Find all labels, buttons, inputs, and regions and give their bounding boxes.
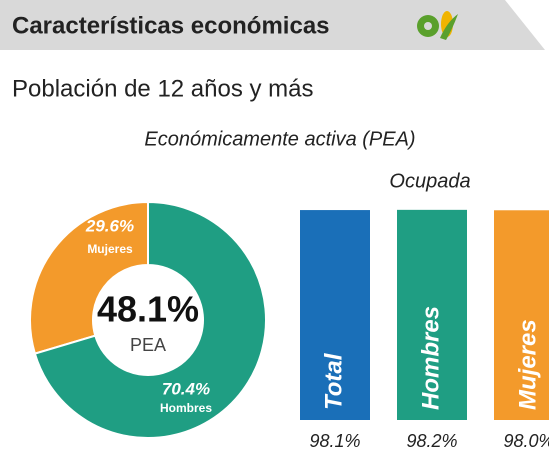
center-text: 48.1%: [97, 289, 199, 330]
bar-category-label: Hombres: [417, 306, 444, 410]
bar-title: Ocupada: [389, 170, 470, 192]
bar-value-label: 98.1%: [309, 431, 360, 450]
bar-category-label: Mujeres: [514, 319, 541, 410]
slice-value-label: 70.4%: [162, 379, 210, 398]
subtitle: Población de 12 años y más: [12, 75, 314, 102]
center-caption: PEA: [130, 335, 166, 355]
slice-category-label: Hombres: [160, 401, 212, 415]
slice-value-label: 29.6%: [85, 216, 134, 235]
pie-center: [93, 265, 203, 375]
header-title: Características económicas: [12, 12, 330, 39]
bar: [494, 210, 549, 420]
bar: [300, 210, 370, 420]
bar-value-label: 98.2%: [406, 431, 457, 450]
pie-title: Económicamente activa (PEA): [144, 128, 415, 150]
bar-value-label: 98.0%: [503, 431, 549, 450]
slice-category-label: Mujeres: [87, 242, 133, 256]
header-band: [0, 0, 545, 50]
bar-category-label: Total: [320, 352, 347, 410]
bar: [397, 209, 467, 420]
header-icon: [417, 11, 458, 40]
